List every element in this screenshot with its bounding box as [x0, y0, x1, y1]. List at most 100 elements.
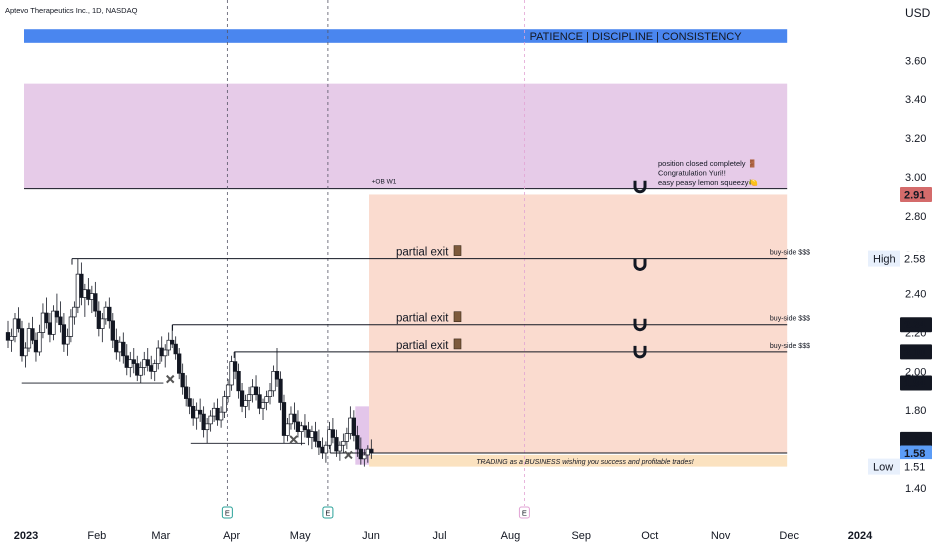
- earnings-badge[interactable]: [322, 506, 334, 519]
- price-label: 2.91: [904, 189, 925, 201]
- candle-body: [362, 454, 367, 460]
- candle-body: [124, 355, 129, 368]
- note-line: Congratulation Yuri!!: [658, 169, 726, 178]
- candle-body: [236, 371, 241, 392]
- candle-body: [194, 409, 199, 419]
- candle-body: [72, 306, 77, 318]
- candle-body: [26, 328, 32, 349]
- candle-body: [159, 347, 164, 357]
- cross-mark: [166, 374, 175, 384]
- candle-body: [257, 394, 262, 409]
- buy-side-label: buy-side $$$: [770, 250, 810, 257]
- candle-body: [37, 332, 42, 353]
- door-icon: [453, 245, 462, 256]
- price-label-box: [900, 431, 932, 447]
- candle-body: [292, 413, 297, 423]
- x-tick-label: Jun: [362, 530, 380, 542]
- candle-body: [79, 273, 84, 298]
- candle-body: [278, 378, 283, 403]
- price-label: 1.58: [904, 448, 925, 460]
- candle-body: [348, 417, 353, 434]
- earnings-badge-label: E: [522, 509, 527, 518]
- earnings-badge[interactable]: [221, 506, 233, 519]
- zone-entry-zone: [369, 454, 788, 467]
- candle-body: [208, 415, 213, 425]
- candle-body: [355, 435, 360, 450]
- candle-body: [12, 318, 18, 337]
- candle-body: [264, 396, 269, 403]
- x-tick-label: Jul: [433, 530, 447, 542]
- buy-side-label: buy-side $$$: [770, 316, 810, 323]
- candle-body: [103, 306, 108, 320]
- candle-body: [152, 363, 157, 372]
- price-tag-box: [868, 250, 900, 267]
- price-label: 2.58: [904, 254, 925, 266]
- x-tick-label: Mar: [151, 530, 170, 542]
- candle-body: [121, 341, 126, 357]
- candle-body: [117, 341, 122, 353]
- banner-label: PATIENCE | DISCIPLINE | CONSISTENCY: [530, 31, 743, 43]
- y-tick-label: 2.40: [905, 289, 926, 301]
- y-tick-label: 3.40: [905, 94, 926, 106]
- candle-body: [323, 444, 329, 454]
- candles-layer: [5, 258, 374, 467]
- magnet-icon: [633, 180, 647, 194]
- magnet-icon: [633, 318, 647, 332]
- candle-body: [138, 367, 143, 376]
- price-label-box: [900, 317, 932, 333]
- candle-body: [163, 349, 168, 357]
- earnings-badge[interactable]: [518, 506, 530, 519]
- candle-body: [9, 336, 14, 341]
- annotations-layer: position closed completely 🚪Congratulati…: [166, 159, 758, 460]
- axes-layer: 1.401.601.802.002.202.402.602.803.003.20…: [14, 55, 932, 542]
- candle-body: [54, 310, 60, 318]
- candle-body: [204, 423, 210, 431]
- candle-body: [222, 396, 227, 413]
- zone-banner: [24, 29, 788, 43]
- entry-zone-label: TRADING as a BUSINESS wishing you succes…: [476, 459, 694, 466]
- candle-body: [274, 371, 280, 380]
- candle-body: [215, 407, 220, 421]
- candle-body: [246, 394, 252, 401]
- candle-body: [58, 316, 63, 326]
- candle-body: [128, 359, 133, 368]
- price-label: 1.94: [904, 378, 926, 390]
- price-label: 1.51: [904, 462, 925, 474]
- partial-exit-label: partial exit: [396, 313, 449, 325]
- candle-body: [65, 336, 70, 345]
- candle-body: [166, 339, 171, 351]
- candle-body: [250, 386, 255, 396]
- x-tick-label: Oct: [641, 530, 658, 542]
- candle-body: [33, 339, 39, 353]
- candle-body: [114, 339, 119, 353]
- cross-mark: [344, 450, 353, 460]
- candle-body: [149, 365, 154, 372]
- candle-body: [365, 448, 370, 456]
- zone-order-block: [24, 83, 788, 189]
- candle-body: [309, 431, 315, 438]
- zone-target-zone: [369, 194, 788, 454]
- candle-body: [75, 273, 81, 308]
- x-tick-label: 2023: [14, 530, 38, 542]
- candle-body: [40, 312, 46, 333]
- candle-body: [285, 423, 290, 436]
- price-tag-box: [868, 458, 900, 475]
- candle-body: [156, 347, 161, 364]
- x-tick-label: Apr: [223, 530, 240, 542]
- y-tick-label: 2.80: [905, 211, 926, 223]
- candle-body: [337, 444, 343, 452]
- candle-body: [295, 421, 301, 432]
- y-tick-label: 2.00: [905, 366, 926, 378]
- buy-side-label: buy-side $$$: [770, 343, 810, 350]
- candle-body: [225, 384, 231, 397]
- candle-body: [253, 386, 259, 396]
- cross-stroke: [289, 435, 298, 444]
- x-tick-label: May: [290, 530, 311, 542]
- candle-body: [299, 425, 304, 432]
- earnings-badge-label: E: [225, 509, 230, 518]
- zones-layer: PATIENCE | DISCIPLINE | CONSISTENCY +OB W…: [24, 29, 788, 467]
- candle-body: [351, 417, 357, 436]
- candle-body: [177, 353, 182, 374]
- door-icon: [453, 338, 462, 350]
